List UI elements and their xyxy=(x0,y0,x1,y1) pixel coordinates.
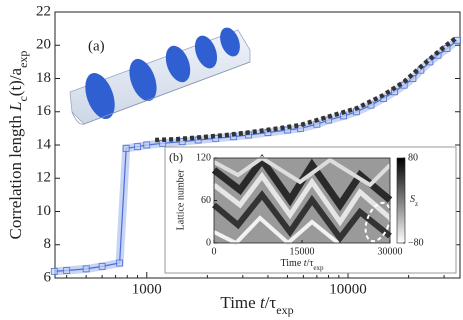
y-tick-label: 22 xyxy=(36,3,51,19)
inset-x-tick-label: 15000 xyxy=(290,246,315,257)
label-part: Time xyxy=(281,258,304,269)
label-part: S xyxy=(410,194,415,205)
inset-y-tick-label: 60 xyxy=(201,195,211,206)
y-tick-label: 10 xyxy=(36,203,51,219)
label-part: c xyxy=(16,96,30,101)
colorbar-tick-label: 80 xyxy=(408,152,418,163)
marker xyxy=(122,144,130,152)
label-part: exp xyxy=(313,264,324,272)
marker xyxy=(409,75,417,82)
marker xyxy=(98,262,106,270)
marker xyxy=(297,124,304,132)
inset-x-tick-label: 0 xyxy=(212,246,217,257)
marker xyxy=(50,267,58,275)
inset-x-tick-label: 30000 xyxy=(378,246,403,257)
inset-x-axis-label: Time t/τexp xyxy=(281,258,324,271)
inset-y-tick-label: 120 xyxy=(196,152,211,163)
illustration xyxy=(69,27,251,125)
label-part: Time xyxy=(220,293,260,312)
y-tick-label: 6 xyxy=(44,269,52,285)
marker xyxy=(63,267,71,274)
label-part: t xyxy=(260,293,266,312)
label-part: exp xyxy=(276,303,293,317)
label-part: z xyxy=(415,200,418,208)
series-line xyxy=(155,35,459,143)
inset-y-axis-label: Lattice number xyxy=(175,169,186,230)
inset-y-tick-label: 0 xyxy=(206,237,211,248)
y-tick-label: 20 xyxy=(36,37,51,53)
main-plot: 6 8 10 12 14 16 18 20 22 1000 10000 Correlation len… xyxy=(6,3,461,317)
marker xyxy=(143,141,151,149)
x-axis-label: Time t/τexp xyxy=(220,293,293,317)
inset-annotation: (b) xyxy=(169,150,183,164)
label-part: (t)/a xyxy=(6,67,25,96)
annotation: (a) xyxy=(88,38,105,54)
colorbar-tick-label: −80 xyxy=(408,237,424,248)
label-part: /τ xyxy=(265,293,277,312)
y-tick-label: 12 xyxy=(36,170,51,186)
y-tick-label: 8 xyxy=(44,236,52,252)
marker xyxy=(82,265,90,273)
inset-plot: 0 60 120 0 15000 30000 (b) Lattice number Time t… xyxy=(169,150,424,272)
y-tick-label: 18 xyxy=(36,70,51,86)
label-part: /τ xyxy=(307,258,314,269)
label-part: L xyxy=(6,102,25,112)
label-part: Correlation length xyxy=(6,111,25,239)
y-tick-label: 14 xyxy=(36,136,52,152)
label-part: t xyxy=(304,258,307,269)
x-tick-label: 10000 xyxy=(329,281,367,297)
heatmap-texture xyxy=(211,153,406,246)
marker xyxy=(178,138,186,146)
colorbar-label: Sz xyxy=(410,194,418,207)
y-axis-label: Correlation length Lc(t)/aexp xyxy=(6,51,30,240)
label-part: exp xyxy=(16,51,30,68)
marker xyxy=(134,143,141,151)
y-tick-label: 16 xyxy=(36,103,52,119)
marker xyxy=(116,259,124,267)
x-tick-label: 1000 xyxy=(132,281,162,297)
